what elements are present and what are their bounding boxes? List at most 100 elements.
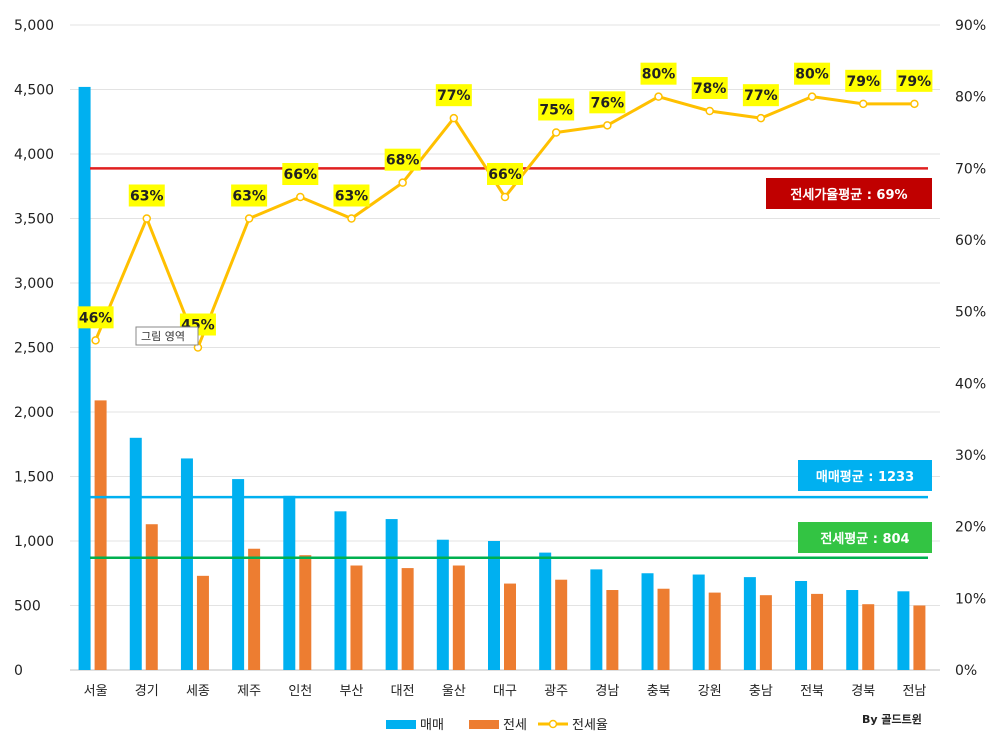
- bars: [78, 86, 926, 671]
- right-tick-label: 70%: [955, 161, 986, 177]
- ratio-point: [807, 92, 817, 101]
- bar-sale: [488, 541, 500, 670]
- ratio-label-bg: [640, 62, 677, 85]
- ratio-label-bg: [794, 62, 831, 85]
- right-tick-label: 10%: [955, 591, 986, 607]
- left-tick-label: 5,000: [14, 18, 54, 34]
- bar-sale: [846, 590, 859, 670]
- category-label: 대전: [391, 684, 415, 699]
- left-tick-label: 4,000: [14, 147, 54, 163]
- category-label: 충북: [647, 684, 671, 699]
- bar-jeonse: [606, 590, 619, 670]
- ratio-label-bg: [282, 163, 319, 185]
- right-tick-label: 20%: [955, 520, 986, 536]
- right-tick-label: 90%: [955, 18, 986, 34]
- ratio-point: [500, 192, 510, 202]
- ratio-point: [705, 106, 714, 116]
- ratio-label: 66%: [488, 167, 522, 183]
- ratio-label-bg: [742, 84, 779, 107]
- ratio-point: [910, 99, 919, 109]
- ratio-label: 77%: [744, 88, 778, 104]
- category-label: 서울: [84, 684, 108, 699]
- ratio-label-bg: [487, 163, 523, 185]
- category-label: 대구: [493, 684, 517, 699]
- ratio-label: 68%: [386, 153, 420, 169]
- bar-jeonse: [504, 583, 516, 670]
- ratio-point: [858, 99, 868, 109]
- bar-jeonse: [811, 593, 824, 670]
- bar-sale: [641, 573, 654, 670]
- tooltip-text: 그림 영역: [141, 330, 185, 343]
- category-label: 강원: [698, 684, 722, 699]
- ratio-point: [551, 128, 561, 137]
- ratio-label-bg: [538, 98, 575, 121]
- right-tick-label: 30%: [955, 448, 986, 464]
- bar-sale: [283, 495, 296, 670]
- ratio-point: [603, 121, 612, 130]
- bar-jeonse: [862, 604, 875, 670]
- reference-badge-label: 매매평균 : 1233: [816, 469, 914, 485]
- reference-badge: [798, 460, 932, 491]
- category-labels: 서울 경기 세종 제주 인천 부산 대전 울산 대구 광주 경남 충북 강원 충남 전북 경북 전남: [84, 684, 927, 699]
- ratio-label: 79%: [846, 74, 880, 90]
- category-label: 울산: [442, 684, 466, 699]
- category-label: 경남: [595, 684, 619, 699]
- bar-jeonse: [350, 565, 363, 670]
- ratio-label-bg: [77, 306, 114, 329]
- bar-sale: [436, 539, 449, 670]
- ratio-label: 46%: [79, 310, 113, 326]
- bar-sale: [385, 519, 398, 670]
- ratio-point: [347, 214, 356, 223]
- ratio-point: [449, 113, 459, 123]
- left-tick-label: 500: [14, 599, 41, 615]
- bar-sale: [590, 569, 603, 670]
- ratio-label: 66%: [284, 167, 318, 183]
- bar-sale: [539, 552, 552, 670]
- reference-badge: [798, 522, 932, 553]
- left-tick-label: 3,500: [14, 212, 54, 228]
- bar-sale: [795, 580, 808, 670]
- ratio-label-bg: [384, 148, 421, 171]
- ratio-point: [756, 113, 766, 123]
- credit: By 골드트윈: [862, 712, 922, 726]
- left-axis-ticks: 0 500 1,000 1,500 2,000 2,500 3,000 3,500 4,000 4…: [14, 18, 54, 679]
- ratio-label-bg: [231, 184, 268, 207]
- legend: 매매 전세 전세율: [386, 718, 608, 733]
- ratio-label: 79%: [898, 74, 932, 90]
- ratio-label-bg: [896, 69, 933, 92]
- ratio-point: [91, 336, 100, 345]
- ratio-label: 63%: [232, 189, 266, 205]
- right-tick-label: 40%: [955, 376, 986, 392]
- bar-jeonse: [248, 548, 261, 670]
- right-tick-label: 50%: [955, 305, 986, 321]
- bar-sale: [692, 574, 705, 670]
- reference-badge-label: 전세평균 : 804: [820, 531, 909, 547]
- bar-jeonse: [145, 524, 158, 670]
- category-label: 세종: [186, 684, 210, 699]
- ratio-label: 75%: [539, 103, 573, 119]
- bar-sale: [334, 511, 347, 670]
- left-tick-label: 1,500: [14, 470, 54, 486]
- plot-area-tooltip: 그림 영역: [135, 326, 199, 346]
- ratio-label-bg: [589, 91, 626, 114]
- ratio-label-bg: [333, 184, 370, 207]
- ratio-point: [654, 92, 663, 101]
- legend-label-sale: 매매: [420, 718, 444, 733]
- ratio-label: 80%: [795, 67, 829, 83]
- left-tick-label: 4,500: [14, 83, 54, 99]
- bar-jeonse: [657, 588, 670, 670]
- ratio-line: 46%63%45%63%66%63%68%77%66%75% 76%80%78% 7…: [77, 62, 933, 352]
- legend-label-ratio: 전세율: [572, 718, 608, 733]
- ratio-point: [142, 214, 152, 223]
- category-label: 전북: [800, 684, 824, 699]
- category-label: 부산: [340, 684, 364, 699]
- left-tick-label: 1,000: [14, 534, 54, 550]
- bar-jeonse: [401, 568, 414, 670]
- category-label: 인천: [288, 684, 312, 699]
- right-tick-label: 80%: [955, 90, 986, 106]
- ratio-point: [296, 192, 305, 202]
- ratio-point: [398, 178, 407, 187]
- category-label: 경기: [135, 684, 159, 699]
- ratio-label-bg: [845, 69, 882, 92]
